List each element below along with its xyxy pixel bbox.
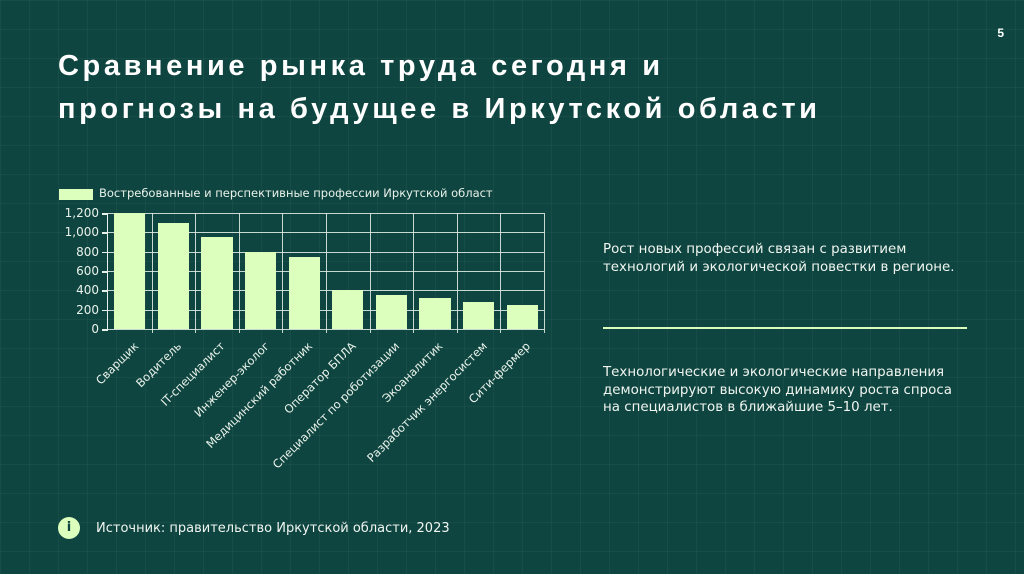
v-gridline — [369, 213, 371, 333]
v-gridline — [195, 213, 197, 333]
y-tick-label: 1,000 — [64, 225, 99, 240]
bar — [332, 290, 364, 329]
y-tick-label: 1,200 — [64, 206, 99, 220]
v-gridline — [456, 213, 458, 333]
bar — [288, 256, 320, 329]
y-tick-label: 400 — [76, 283, 99, 298]
bar — [462, 301, 495, 329]
y-tick — [102, 309, 108, 312]
y-tick — [102, 232, 108, 234]
bar — [114, 213, 146, 329]
y-tick — [102, 329, 108, 331]
title-line-1: Сравнение рынка труда сегодня и — [58, 50, 664, 82]
y-tick — [102, 213, 108, 215]
title-line-2: прогнозы на будущее в Иркутской области — [58, 93, 821, 125]
bar — [375, 295, 408, 329]
info-icon: i — [58, 517, 80, 539]
side-paragraph-1: Рост новых профессий связан с развитием … — [603, 242, 955, 275]
v-gridline — [282, 213, 284, 333]
side-paragraph-2: Технологические и экологические направле… — [603, 365, 952, 415]
bar — [506, 304, 538, 329]
v-gridline — [326, 213, 327, 333]
v-gridline — [238, 213, 240, 333]
source-text: Источник: правительство Иркутской област… — [96, 520, 450, 536]
v-gridline — [151, 213, 153, 333]
y-tick-label: 200 — [76, 302, 99, 317]
legend-swatch — [59, 189, 93, 200]
source-note: i Источник: правительство Иркутской обла… — [58, 517, 450, 539]
v-gridline — [544, 213, 545, 333]
v-gridline — [500, 213, 502, 333]
y-tick-label: 600 — [76, 264, 99, 278]
legend-label: Востребованные и перспективные профессии… — [99, 186, 493, 200]
page-number: 5 — [997, 26, 1004, 40]
divider — [603, 327, 967, 329]
v-gridline — [413, 213, 415, 333]
y-tick — [102, 271, 108, 273]
bar — [419, 298, 451, 329]
y-tick — [102, 251, 108, 254]
plot-area — [102, 213, 545, 333]
slide-title: Сравнение рынка труда сегодня и прогнозы… — [58, 45, 821, 131]
y-tick-label: 800 — [76, 244, 99, 259]
bar — [244, 251, 277, 329]
bar — [157, 222, 190, 329]
bar — [201, 237, 233, 329]
y-tick — [102, 290, 108, 292]
x-tick-label: Инженер-эколог — [190, 339, 272, 420]
y-tick-label: 0 — [91, 322, 99, 336]
